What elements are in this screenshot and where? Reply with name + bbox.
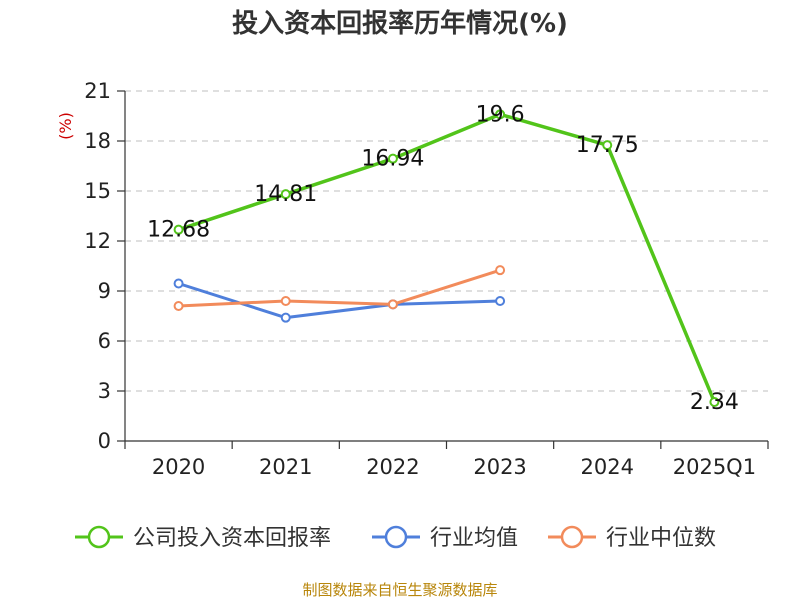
- data-point: [280, 296, 291, 306]
- data-label: 17.75: [576, 133, 639, 158]
- data-point: [495, 265, 506, 276]
- data-point: [709, 397, 720, 407]
- data-label: 19.6: [476, 102, 525, 127]
- data-point: [173, 224, 184, 235]
- data-label: 2.34: [690, 390, 739, 415]
- y-tick-label: 21: [84, 79, 111, 103]
- y-tick-label: 3: [98, 379, 111, 403]
- data-point: [173, 278, 184, 289]
- data-point: [602, 140, 613, 151]
- y-tick-label: 6: [98, 329, 111, 353]
- source-note: 制图数据来自恒生聚源数据库: [302, 581, 497, 599]
- legend-swatch-marker: [560, 525, 584, 549]
- y-tick-label: 15: [84, 179, 111, 203]
- y-tick-label: 12: [84, 229, 111, 253]
- legend-label: 行业中位数: [606, 526, 716, 551]
- data-point: [387, 299, 398, 310]
- legend-item: 行业中位数: [548, 525, 716, 551]
- y-axis-unit-label: (%): [56, 112, 75, 140]
- x-tick-label: 2020: [152, 455, 205, 479]
- data-point: [495, 109, 506, 120]
- series-line-company: [178, 112, 717, 403]
- data-labels: 12.68 14.81 16.94 19.6 17.75 2.34: [147, 102, 739, 415]
- legend-label: 行业均值: [430, 526, 518, 551]
- data-point: [280, 189, 291, 200]
- y-tick-label: 9: [98, 279, 111, 303]
- legend-label: 公司投入资本回报率: [133, 526, 331, 551]
- data-label: 14.81: [254, 182, 317, 207]
- data-label: 16.94: [361, 147, 424, 172]
- x-tick-label: 2021: [259, 455, 312, 479]
- legend-swatch-marker: [384, 525, 408, 549]
- data-label: 12.68: [147, 218, 210, 243]
- gridlines: [125, 90, 768, 392]
- series-line-industry-avg: [178, 282, 501, 320]
- y-tick-label: 0: [98, 429, 111, 453]
- legend-item: 公司投入资本回报率: [75, 525, 331, 551]
- legend-swatch-marker: [87, 525, 111, 549]
- x-tick-label: 2022: [366, 455, 419, 479]
- legend-item: 行业均值: [372, 525, 518, 551]
- data-point: [495, 296, 506, 306]
- x-tick-label: 2024: [581, 455, 634, 479]
- x-tick-label: 2025Q1: [673, 455, 756, 479]
- series-line-industry-median: [178, 268, 501, 308]
- y-tick-label: 18: [84, 129, 111, 153]
- data-point: [387, 153, 398, 164]
- x-tick-label: 2023: [473, 455, 526, 479]
- series-group: [173, 109, 720, 407]
- data-point: [173, 301, 184, 311]
- legend: 公司投入资本回报率 行业均值 行业中位数: [75, 525, 716, 551]
- data-point: [280, 312, 291, 323]
- axes: 0 3 6 9 12 15 18 21 2020 2021 2022 2023 2024 2025Q1: [84, 79, 769, 479]
- chart-title: 投入资本回报率历年情况(%): [232, 8, 568, 39]
